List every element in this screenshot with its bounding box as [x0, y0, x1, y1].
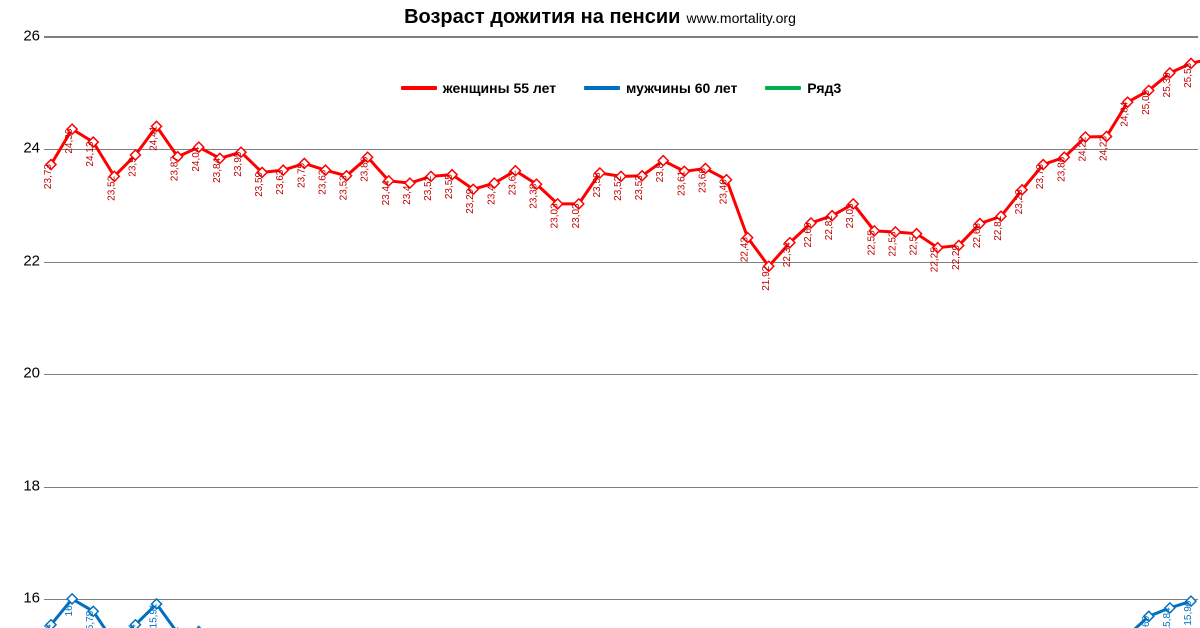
data-label: 23,58	[592, 172, 603, 197]
data-label: 23,03	[550, 203, 561, 228]
series-line	[51, 599, 452, 628]
data-label: 22,25	[930, 247, 941, 272]
data-label: 22,81	[993, 215, 1004, 240]
data-label: 22,43	[740, 237, 751, 262]
data-label: 23,63	[317, 169, 328, 194]
data-label: 15,54	[127, 624, 138, 628]
data-label: 24,36	[64, 128, 75, 153]
y-tick-label: 22	[0, 252, 40, 269]
series-layer: 23,73 24,36 24,13 23,52 23,9 24,41 23,87 24,04 2…	[44, 37, 1198, 626]
y-tick-label: 26	[0, 28, 40, 45]
data-label: 23,63	[275, 169, 286, 194]
legend-label-women: женщины 55 лет	[443, 80, 556, 96]
legend-item-ryad3: Ряд3	[765, 80, 841, 96]
data-label: 23,59	[254, 171, 265, 196]
data-label: 24,41	[149, 125, 160, 150]
data-label: 22,34	[782, 242, 793, 267]
data-label: 23,52	[106, 175, 117, 200]
data-label: 23,87	[170, 156, 181, 181]
data-label: 24,84	[1120, 101, 1131, 126]
y-tick-label: 24	[0, 140, 40, 157]
data-label: 23,38	[529, 183, 540, 208]
data-label: 23,86	[360, 156, 371, 181]
y-tick-label: 20	[0, 365, 40, 382]
legend-label-men: мужчины 60 лет	[626, 80, 737, 96]
data-label: 23,53	[634, 175, 645, 200]
legend-swatch-ryad3	[765, 86, 801, 90]
legend-item-women: женщины 55 лет	[401, 80, 556, 96]
data-label: 23,84	[212, 157, 223, 182]
data-label: 23,55	[444, 174, 455, 199]
data-label: 23,03	[571, 203, 582, 228]
data-label: 23,61	[676, 170, 687, 195]
data-label: 23,52	[423, 175, 434, 200]
y-tick-label: 16	[0, 589, 40, 606]
title-main: Возраст дожития на пенсии	[404, 6, 680, 28]
data-label: 23,03	[845, 203, 856, 228]
data-label: 22,82	[824, 215, 835, 240]
data-label: 23,4	[486, 185, 497, 205]
data-label: 23,95	[233, 151, 244, 176]
data-label: 23,29	[465, 188, 476, 213]
data-label: 22,29	[951, 245, 962, 270]
plot-area: 23,73 24,36 24,13 23,52 23,9 24,41 23,87 24,04 2…	[44, 36, 1198, 626]
legend-swatch-men	[584, 86, 620, 90]
data-label: 23,9	[127, 157, 138, 177]
data-label: 15,91	[149, 603, 160, 628]
data-label: 23,66	[697, 168, 708, 193]
data-label: 15,84	[1162, 607, 1173, 628]
data-label: 24,04	[191, 146, 202, 171]
legend-label-ryad3: Ряд3	[807, 80, 841, 96]
data-label: 23,44	[381, 180, 392, 205]
data-label: 22,53	[887, 231, 898, 256]
data-label: 23,52	[613, 175, 624, 200]
data-label: 23,8	[655, 162, 666, 182]
data-label: 24,22	[1077, 136, 1088, 161]
data-label: 21,92	[761, 265, 772, 290]
data-label: 23,73	[43, 164, 54, 189]
data-label: 23,53	[339, 175, 350, 200]
title-sub: www.mortality.org	[686, 10, 795, 26]
data-label: 23,46	[719, 179, 730, 204]
data-label: 15,78	[85, 610, 96, 628]
data-label: 24,23	[1099, 136, 1110, 161]
legend-swatch-women	[401, 86, 437, 90]
data-label: 15,96	[1183, 600, 1194, 625]
data-label: 23,62	[507, 170, 518, 195]
chart-container: Возраст дожития на пенсии www.mortality.o…	[0, 0, 1200, 628]
data-label: 15,54	[43, 624, 54, 628]
data-label: 23,86	[1056, 156, 1067, 181]
y-tick-label: 18	[0, 477, 40, 494]
data-label: 22,69	[803, 222, 814, 247]
legend: женщины 55 лет мужчины 60 лет Ряд3	[44, 77, 1198, 96]
data-label: 15,69	[1141, 615, 1152, 628]
data-label: 22,5	[909, 235, 920, 255]
data-label: 16	[64, 605, 75, 617]
legend-item-men: мужчины 60 лет	[584, 80, 737, 96]
data-label: 22,55	[866, 230, 877, 255]
data-label: 23,4	[402, 185, 413, 205]
data-label: 23,75	[296, 162, 307, 187]
data-label: 23,28	[1014, 189, 1025, 214]
data-label: 23,73	[1035, 164, 1046, 189]
series-line	[1085, 601, 1191, 628]
data-label: 24,13	[85, 141, 96, 166]
data-label: 22,68	[972, 223, 983, 248]
chart-title: Возраст дожития на пенсии www.mortality.o…	[0, 6, 1200, 29]
